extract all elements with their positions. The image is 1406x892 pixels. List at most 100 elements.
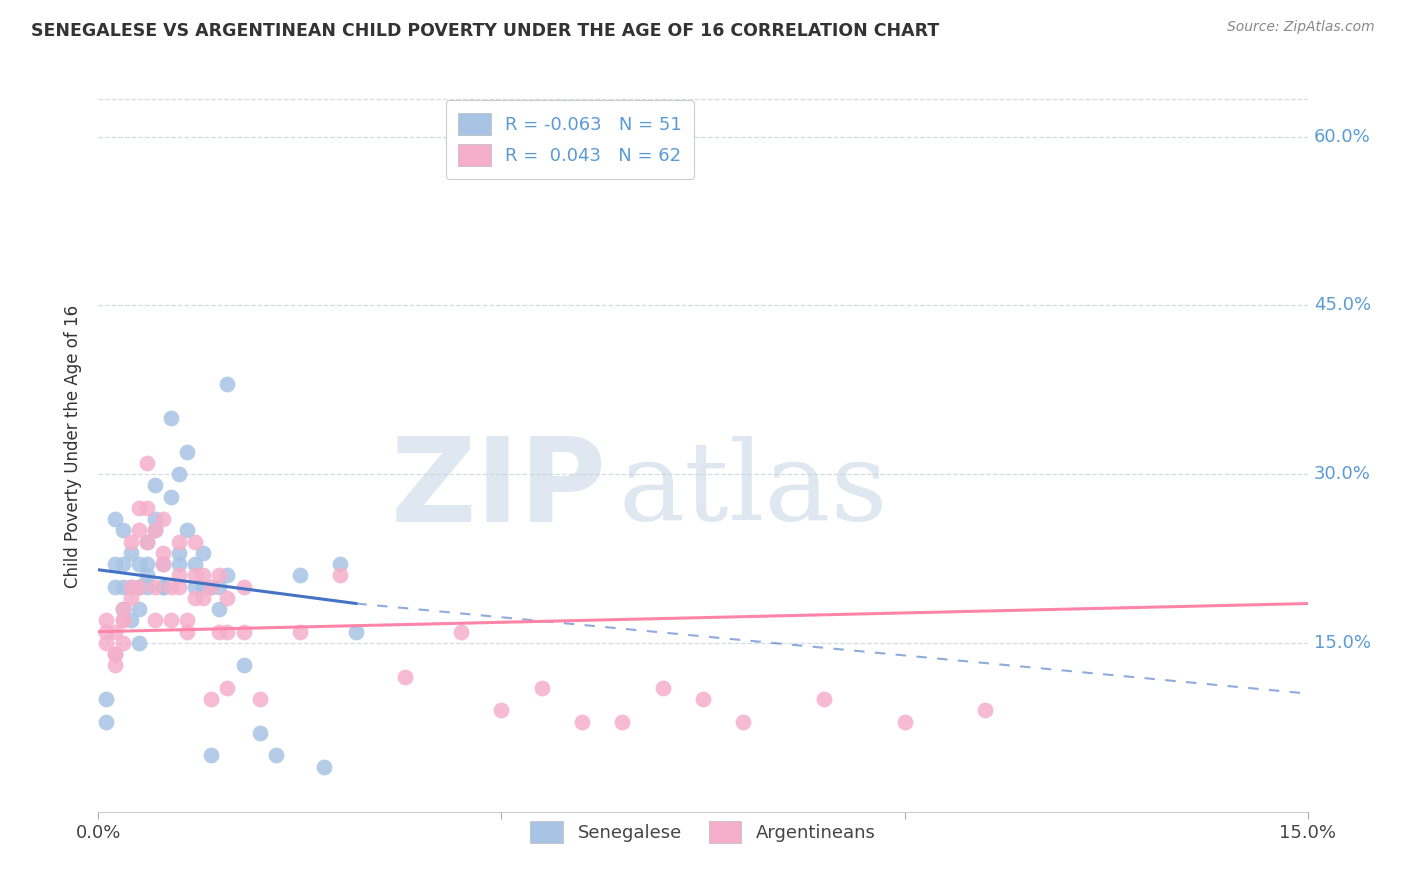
Point <box>120 580 142 594</box>
Text: 30.0%: 30.0% <box>1313 465 1371 483</box>
Point <box>160 614 183 628</box>
Point <box>120 580 142 594</box>
Point <box>143 524 166 538</box>
Point <box>167 568 190 582</box>
Point <box>208 580 231 594</box>
Point <box>200 580 222 594</box>
Point <box>143 478 166 492</box>
Point <box>249 692 271 706</box>
Text: ZIP: ZIP <box>391 433 606 548</box>
Point <box>450 624 472 639</box>
Point <box>111 580 134 594</box>
Point <box>184 557 207 571</box>
Point <box>217 568 239 582</box>
Point <box>103 647 125 661</box>
Point <box>96 614 118 628</box>
Point <box>135 557 157 571</box>
Point <box>491 703 513 717</box>
Point <box>128 557 150 571</box>
Point <box>314 760 336 774</box>
Point <box>128 580 150 594</box>
Point <box>135 568 157 582</box>
Text: Source: ZipAtlas.com: Source: ZipAtlas.com <box>1227 20 1375 34</box>
Point <box>974 703 997 717</box>
Point <box>111 636 134 650</box>
Point <box>217 681 239 695</box>
Point <box>103 557 125 571</box>
Text: 45.0%: 45.0% <box>1313 296 1371 314</box>
Point <box>571 714 593 729</box>
Point <box>96 714 118 729</box>
Point <box>200 692 222 706</box>
Point <box>184 580 207 594</box>
Point <box>208 602 231 616</box>
Point <box>128 524 150 538</box>
Point <box>103 658 125 673</box>
Y-axis label: Child Poverty Under the Age of 16: Child Poverty Under the Age of 16 <box>63 304 82 588</box>
Point <box>152 546 174 560</box>
Point <box>152 580 174 594</box>
Point <box>217 591 239 605</box>
Point <box>152 557 174 571</box>
Point <box>120 546 142 560</box>
Point <box>193 546 215 560</box>
Point <box>135 456 157 470</box>
Point <box>167 467 190 482</box>
Point <box>143 614 166 628</box>
Point <box>893 714 915 729</box>
Point <box>288 624 311 639</box>
Point <box>184 568 207 582</box>
Point <box>329 568 352 582</box>
Point <box>103 512 125 526</box>
Point <box>167 557 190 571</box>
Point <box>264 748 287 763</box>
Point <box>200 580 222 594</box>
Point <box>232 624 254 639</box>
Point <box>612 714 634 729</box>
Point <box>160 580 183 594</box>
Point <box>193 580 215 594</box>
Point <box>103 580 125 594</box>
Point <box>143 512 166 526</box>
Point <box>167 580 190 594</box>
Legend: Senegalese, Argentineans: Senegalese, Argentineans <box>520 810 886 854</box>
Point <box>135 534 157 549</box>
Point <box>651 681 673 695</box>
Point <box>143 524 166 538</box>
Text: 60.0%: 60.0% <box>1313 128 1371 145</box>
Point <box>184 534 207 549</box>
Point <box>152 580 174 594</box>
Point <box>193 568 215 582</box>
Text: atlas: atlas <box>619 436 889 543</box>
Point <box>249 726 271 740</box>
Point <box>394 670 416 684</box>
Point <box>120 614 142 628</box>
Point <box>128 580 150 594</box>
Point <box>111 557 134 571</box>
Point <box>208 568 231 582</box>
Point <box>200 748 222 763</box>
Point <box>152 512 174 526</box>
Point <box>135 534 157 549</box>
Point <box>96 636 118 650</box>
Point <box>111 614 134 628</box>
Point <box>135 500 157 515</box>
Point <box>111 602 134 616</box>
Point <box>120 534 142 549</box>
Point <box>176 524 198 538</box>
Point <box>176 624 198 639</box>
Point <box>111 602 134 616</box>
Point <box>103 647 125 661</box>
Point <box>344 624 367 639</box>
Point <box>530 681 553 695</box>
Point <box>128 602 150 616</box>
Point <box>692 692 714 706</box>
Point <box>193 591 215 605</box>
Text: SENEGALESE VS ARGENTINEAN CHILD POVERTY UNDER THE AGE OF 16 CORRELATION CHART: SENEGALESE VS ARGENTINEAN CHILD POVERTY … <box>31 22 939 40</box>
Point <box>288 568 311 582</box>
Point <box>152 557 174 571</box>
Point <box>128 500 150 515</box>
Point <box>96 692 118 706</box>
Point <box>813 692 835 706</box>
Point <box>128 636 150 650</box>
